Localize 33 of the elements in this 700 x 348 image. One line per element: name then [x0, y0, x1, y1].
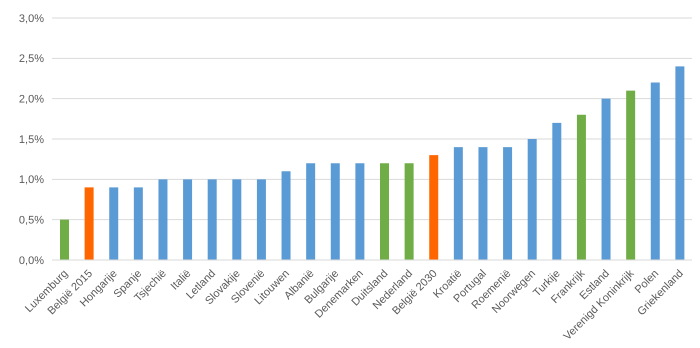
y-tick-label: 0,0%	[18, 254, 44, 267]
bar	[404, 163, 414, 260]
bar	[208, 179, 217, 260]
bar	[602, 98, 611, 260]
y-tick-label: 0,5%	[18, 214, 44, 227]
bar	[355, 163, 364, 260]
y-tick-label: 2,5%	[18, 53, 44, 66]
bar	[478, 147, 488, 260]
bar	[330, 163, 340, 260]
bar	[552, 122, 562, 260]
bar	[675, 66, 684, 260]
bar	[282, 171, 291, 260]
bar	[256, 179, 266, 260]
y-tick-label: 1,0%	[18, 174, 44, 186]
bar	[429, 155, 438, 260]
bar	[650, 82, 660, 260]
bar	[503, 147, 512, 260]
bar	[528, 139, 537, 260]
bar	[232, 179, 242, 260]
bar	[84, 187, 94, 260]
bar	[306, 163, 316, 260]
bar	[158, 179, 168, 260]
y-tick-label: 2,0%	[18, 94, 44, 106]
bar	[454, 147, 463, 260]
bar	[183, 179, 192, 260]
bar	[576, 114, 586, 260]
y-tick-label: 3,0%	[18, 12, 44, 25]
bar	[109, 187, 118, 260]
bar	[380, 163, 389, 260]
bar	[134, 187, 143, 260]
bar	[626, 90, 636, 260]
y-tick-label: 1,5%	[18, 134, 44, 146]
bar	[60, 220, 69, 260]
